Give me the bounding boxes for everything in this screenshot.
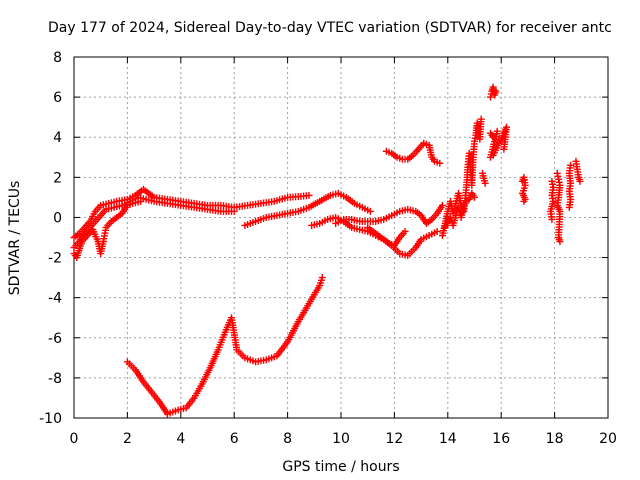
y-tick-label: -6 <box>48 331 62 347</box>
x-axis-title: GPS time / hours <box>282 459 399 475</box>
data-point <box>477 115 485 123</box>
series-track-e <box>308 213 441 260</box>
x-tick-label: 2 <box>123 431 132 447</box>
x-tick-label: 18 <box>546 431 564 447</box>
y-tick-label: 2 <box>53 170 62 186</box>
x-tick-label: 4 <box>176 431 185 447</box>
data-point <box>401 227 409 235</box>
data-point <box>433 227 441 235</box>
data-point <box>548 215 556 223</box>
data-points <box>70 83 584 418</box>
x-tick-label: 6 <box>230 431 239 447</box>
x-tick-label: 12 <box>385 431 403 447</box>
series-track-f <box>332 201 446 227</box>
x-tick-label: 8 <box>283 431 292 447</box>
data-point <box>492 87 500 95</box>
series-track-l <box>519 173 529 205</box>
series-track-j <box>441 189 478 231</box>
y-axis-title: SDTVAR / TECUs <box>7 181 23 296</box>
x-tick-label: 0 <box>70 431 79 447</box>
y-tick-label: -2 <box>48 251 62 267</box>
x-tick-label: 14 <box>439 431 457 447</box>
series-track-g <box>364 223 409 250</box>
data-point <box>520 197 528 205</box>
series-track-d <box>241 189 374 229</box>
y-tick-label: 4 <box>53 130 62 146</box>
data-point <box>471 193 478 201</box>
y-tick-label: 6 <box>53 90 62 106</box>
y-tick-label: -4 <box>48 291 62 307</box>
chart-title: Day 177 of 2024, Sidereal Day-to-day VTE… <box>48 20 612 36</box>
series-track-h <box>382 139 444 167</box>
data-point <box>366 207 374 215</box>
x-tick-label: 20 <box>599 431 617 447</box>
data-point <box>137 197 145 205</box>
data-point <box>565 203 573 211</box>
data-point <box>438 201 446 209</box>
series-track-n <box>123 274 326 418</box>
grid-lines <box>74 57 608 418</box>
tick-labels: 0 2 4 6 8 10 12 14 16 18 20 -10 -8 -6 -4 -2 0 2 4 6 8 <box>39 50 617 447</box>
x-tick-label: 10 <box>332 431 350 447</box>
series-track-k <box>487 83 511 161</box>
y-tick-label: 0 <box>53 210 62 226</box>
data-point <box>305 191 313 199</box>
data-point <box>436 159 444 167</box>
data-point <box>500 145 508 153</box>
data-point <box>481 179 489 187</box>
series-track-c <box>70 197 145 262</box>
x-tick-label: 16 <box>492 431 510 447</box>
data-point <box>576 177 584 185</box>
data-point <box>230 207 238 215</box>
data-point <box>318 274 326 282</box>
data-point <box>556 238 564 246</box>
series-track-m <box>547 157 584 246</box>
y-tick-label: -10 <box>39 411 62 427</box>
y-tick-label: 8 <box>53 50 62 66</box>
y-tick-label: -8 <box>48 371 62 387</box>
